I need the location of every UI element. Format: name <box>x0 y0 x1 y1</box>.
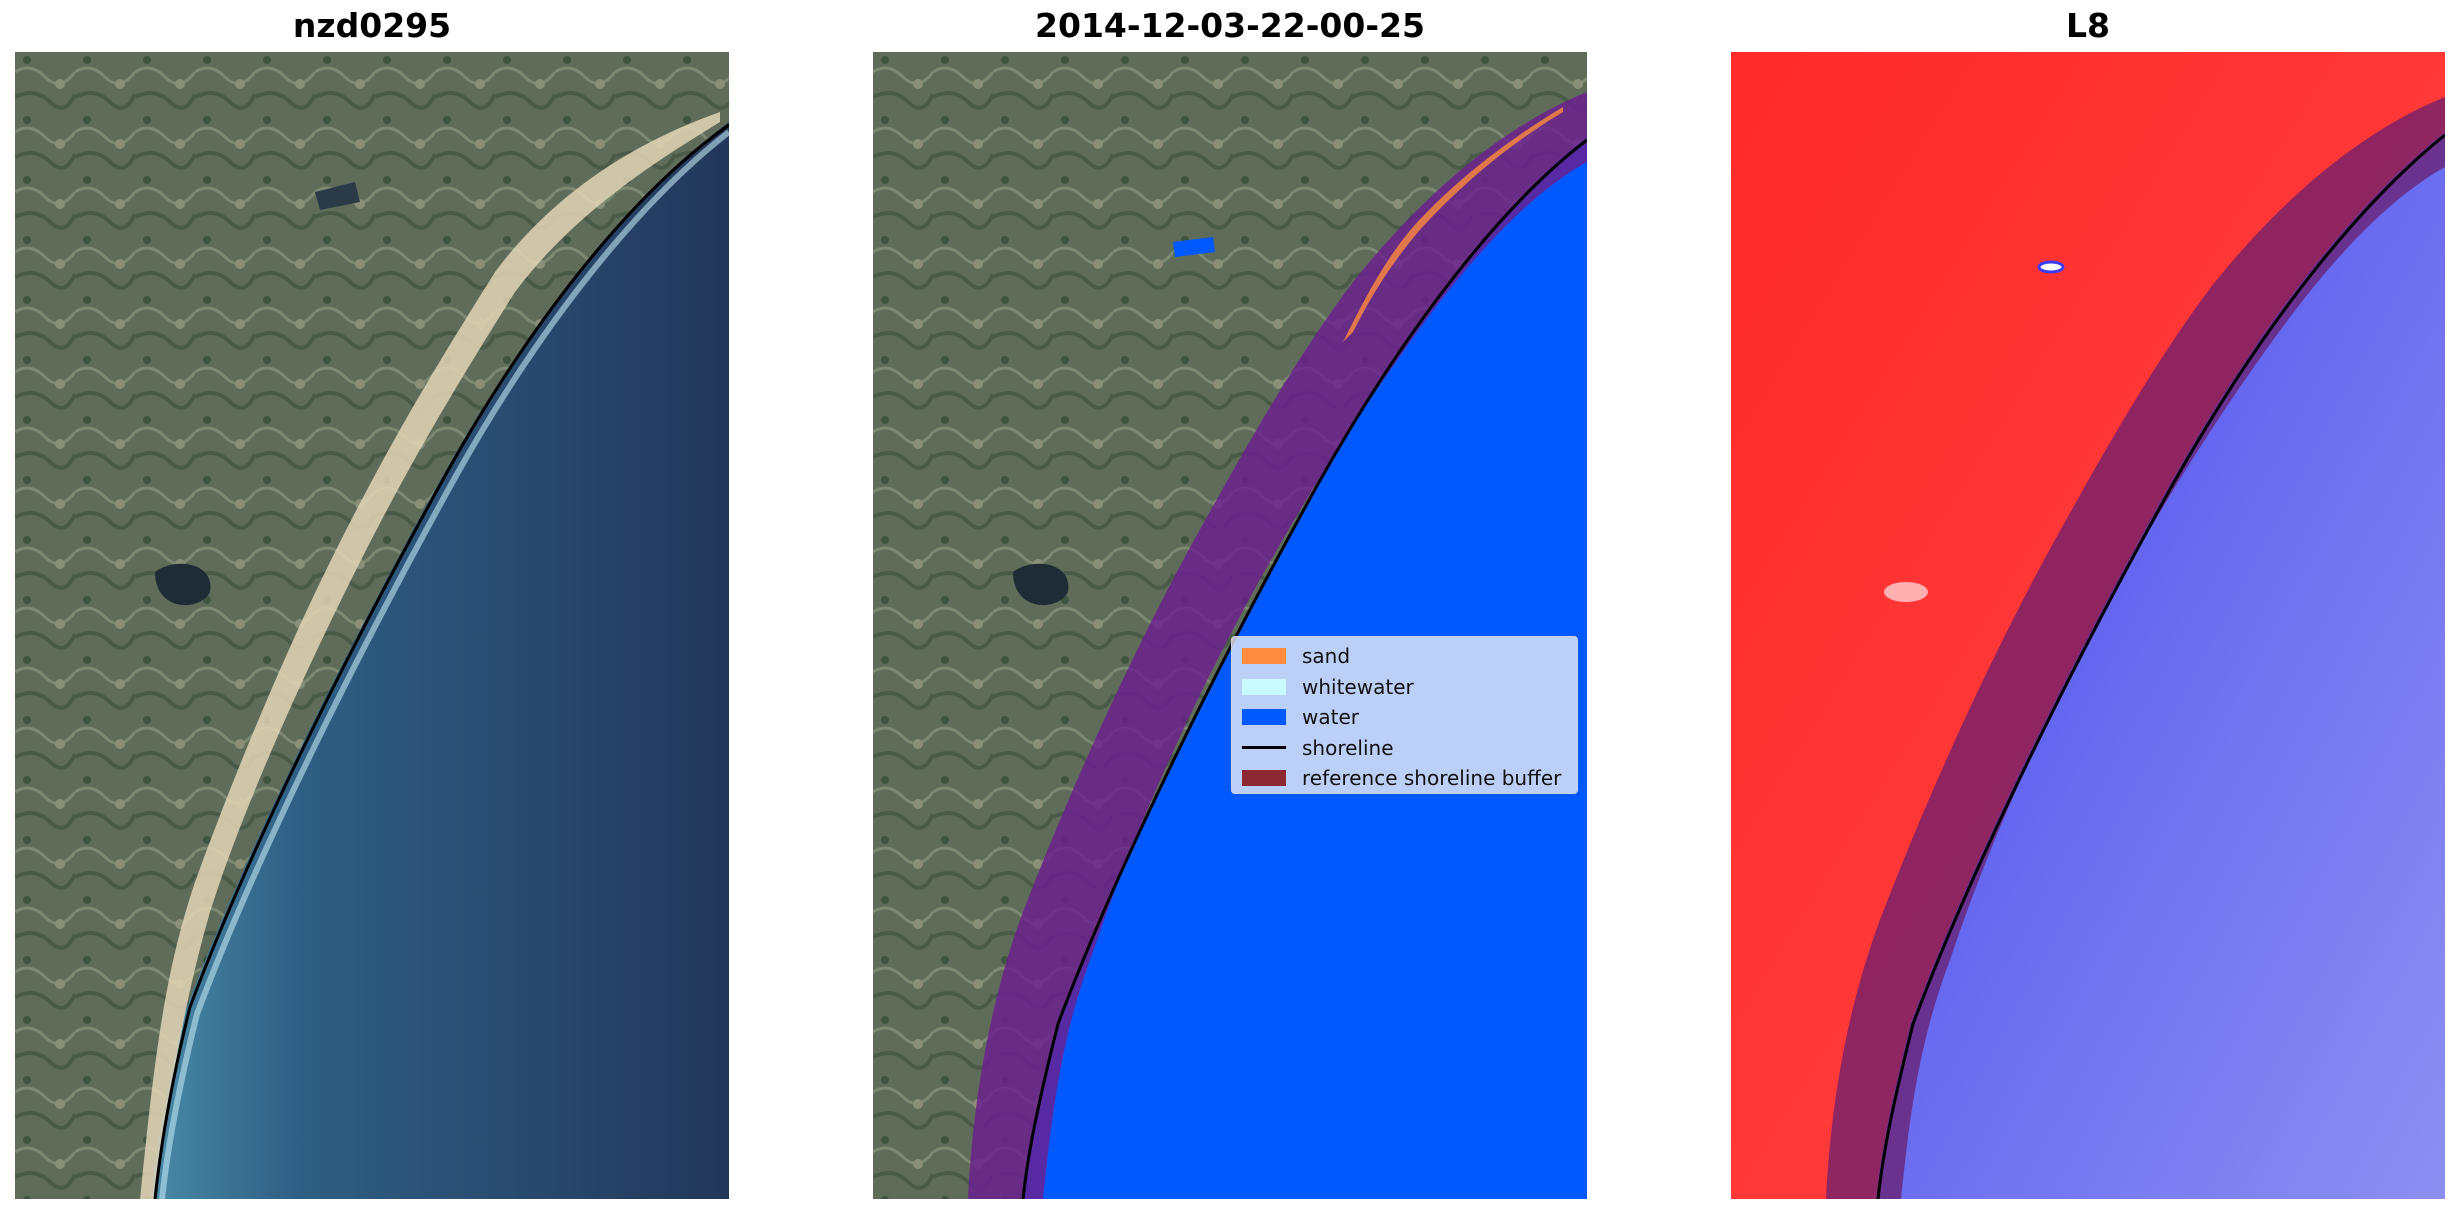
index-image-panel <box>1731 52 2445 1199</box>
lake <box>1013 563 1069 606</box>
legend-label: water <box>1302 705 1359 730</box>
pond <box>2037 260 2065 274</box>
reference-shoreline-buffer <box>1826 97 2445 1199</box>
legend-swatch-sand <box>1242 648 1286 665</box>
panel-title-rgb: nzd0295 <box>292 6 452 45</box>
surf-line <box>159 129 729 1199</box>
rgb-image-panel <box>15 52 729 1199</box>
legend-item-buffer: reference shoreline buffer <box>1242 763 1567 794</box>
pond <box>315 182 360 210</box>
rgb-image <box>15 52 729 1199</box>
legend-item-water: water <box>1242 702 1567 733</box>
legend-swatch-water <box>1242 709 1286 726</box>
index-water <box>1876 132 2445 1199</box>
legend-label: reference shoreline buffer <box>1302 766 1562 791</box>
legend-swatch-buffer <box>1242 770 1286 787</box>
legend-swatch-whitewater <box>1242 678 1286 695</box>
legend-item-whitewater: whitewater <box>1242 672 1567 703</box>
lake <box>1884 582 1928 602</box>
shoreline-line <box>1876 133 2445 1199</box>
panel-title-classified: 2014-12-03-22-00-25 <box>1035 6 1425 45</box>
pond-water <box>1173 237 1215 257</box>
reference-shoreline-buffer <box>968 92 1587 1199</box>
classified-image <box>873 52 1587 1199</box>
shoreline-line <box>153 123 729 1199</box>
legend-label: shoreline <box>1302 735 1394 760</box>
legend-item-shoreline: shoreline <box>1242 733 1567 764</box>
legend-item-sand: sand <box>1242 641 1567 672</box>
index-image <box>1731 52 2445 1199</box>
lake <box>155 563 211 606</box>
shoreline-line <box>1021 138 1587 1199</box>
panel-title-index: L8 <box>2066 6 2110 45</box>
classified-image-panel <box>873 52 1587 1199</box>
legend-line-shoreline <box>1242 746 1286 750</box>
legend: sand whitewater water shoreline referenc… <box>1231 636 1578 794</box>
ocean-area <box>150 122 729 1199</box>
legend-label: whitewater <box>1302 674 1414 699</box>
legend-label: sand <box>1302 644 1351 669</box>
